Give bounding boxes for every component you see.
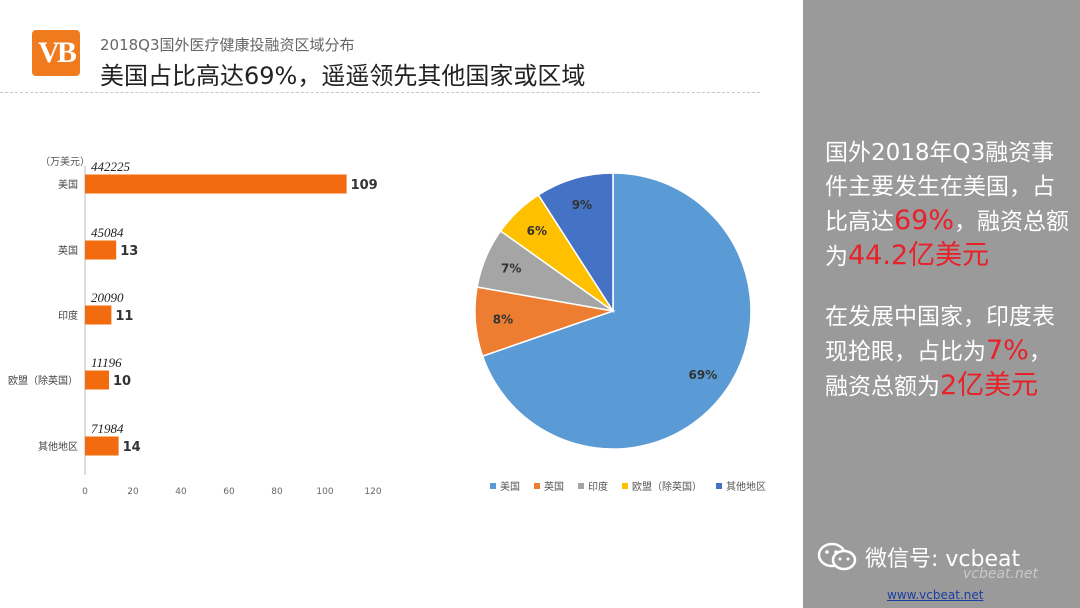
bar-category-label: 美国	[58, 178, 78, 191]
watermark: vcbeat.net	[963, 566, 1038, 582]
bar-value-label: 14	[123, 440, 141, 455]
side-panel: 国外2018年Q3融资事件主要发生在美国，占比高达69%，融资总额为44.2亿美…	[803, 0, 1080, 608]
pie-legend-label: 印度	[588, 480, 608, 493]
site-link[interactable]: www.vcbeat.net	[887, 588, 984, 602]
title-divider	[0, 92, 760, 93]
bar-0	[85, 174, 347, 194]
bar-value-label: 13	[120, 244, 138, 259]
side-p2-text-b: ，融资总额为	[825, 339, 1052, 400]
pie-value-label: 8%	[493, 313, 513, 327]
pie-value-label: 7%	[501, 261, 521, 275]
pie-legend-swatch	[578, 483, 584, 489]
bar-amount-label: 45084	[91, 225, 124, 240]
pie-legend-swatch	[534, 483, 540, 489]
bar-x-tick-label: 0	[82, 487, 88, 497]
bar-x-tick-label: 100	[316, 487, 333, 497]
wechat-id-label: 微信号: vcbeat	[865, 547, 1021, 572]
bar-category-label: 英国	[58, 244, 78, 257]
side-paragraph-2: 在发展中国家，印度表现抢眼，占比为7%，融资总额为2亿美元	[825, 300, 1069, 404]
side-p2-text-a: 在发展中国家，印度表现抢眼，占比为	[825, 304, 1055, 365]
side-p1-text-a: 国外2018年Q3融资事件主要发生在美国，占比高达	[825, 140, 1055, 235]
bar-value-label: 11	[115, 309, 133, 324]
bar-x-tick-label: 20	[127, 487, 139, 497]
pie-legend-label: 其他地区	[726, 480, 766, 493]
pie-slice-0	[481, 172, 752, 450]
bar-1	[85, 240, 117, 260]
bar-unit-label: （万美元）	[40, 155, 90, 168]
side-p2-highlight-share: 7%	[986, 335, 1029, 366]
bar-value-label: 109	[351, 178, 378, 193]
bar-x-tick-label: 80	[271, 487, 283, 497]
pie-legend-label: 美国	[500, 480, 520, 493]
bar-amount-label: 11196	[91, 355, 122, 370]
page-subtitle: 2018Q3国外医疗健康投融资区域分布	[100, 36, 355, 54]
bar-amount-label: 20090	[91, 290, 124, 305]
bar-x-tick-label: 40	[175, 487, 187, 497]
bar-amount-label: 442225	[91, 159, 131, 174]
pie-legend-swatch	[716, 483, 722, 489]
pie-slice-4	[537, 172, 614, 314]
pie-legend-label: 欧盟（除英国）	[632, 480, 702, 493]
bar-x-tick-label: 60	[223, 487, 235, 497]
pie-value-label: 6%	[527, 224, 547, 238]
wechat-id: 微信号: vcbeat	[817, 541, 1020, 573]
bar-category-label: 印度	[58, 309, 78, 322]
bar-category-label: 其他地区	[38, 440, 78, 453]
side-p1-highlight-amount: 44.2亿美元	[848, 240, 990, 271]
bar-3	[85, 370, 109, 390]
wechat-icon	[817, 542, 857, 571]
pie-value-label: 69%	[689, 368, 718, 382]
pie-legend-swatch	[490, 483, 496, 489]
bar-4	[85, 436, 119, 456]
charts-area: （万美元） 美国 109 442225 英国 13 45084 印度 11 20090 欧盟（除英国…	[0, 100, 800, 520]
side-paragraph-1: 国外2018年Q3融资事件主要发生在美国，占比高达69%，融资总额为44.2亿美…	[825, 136, 1069, 274]
bar-amount-label: 71984	[91, 421, 124, 436]
bar-category-label: 欧盟（除英国）	[8, 374, 78, 387]
page-title: 美国占比高达69%，遥遥领先其他国家或区域	[100, 62, 586, 90]
bar-value-label: 10	[113, 374, 131, 389]
pie-legend-label: 英国	[544, 480, 564, 493]
logo: VB	[32, 30, 80, 76]
bar-2	[85, 305, 112, 325]
side-p1-highlight-share: 69%	[894, 205, 955, 236]
charts-svg: （万美元） 美国 109 442225 英国 13 45084 印度 11 20090 欧盟（除英国…	[8, 155, 766, 497]
pie-legend-swatch	[622, 483, 628, 489]
pie-value-label: 9%	[572, 198, 592, 212]
bar-x-tick-label: 120	[364, 487, 381, 497]
side-p1-text-b: ，融资总额为	[825, 209, 1070, 270]
side-p2-highlight-amount: 2亿美元	[940, 370, 1039, 401]
